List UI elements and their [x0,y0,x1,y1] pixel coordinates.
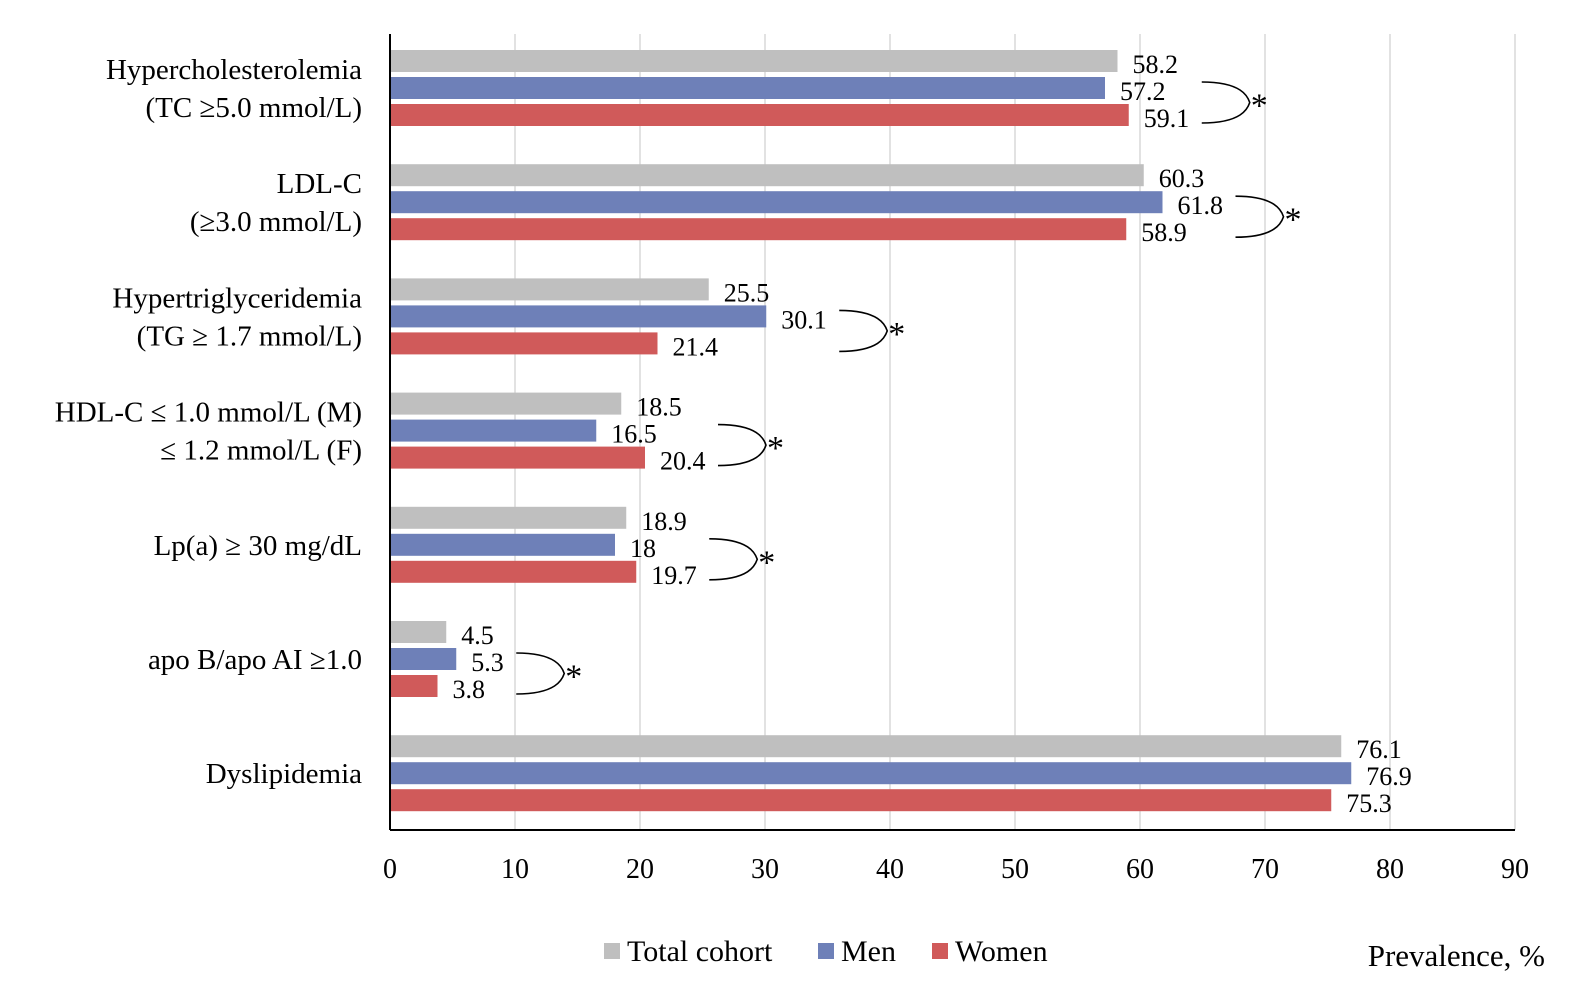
data-label: 57.2 [1120,77,1166,106]
data-label: 3.8 [453,675,486,704]
x-tick-label: 40 [876,854,904,885]
bar-men [390,305,767,328]
bar-women [390,218,1127,241]
x-tick-label: 60 [1126,854,1154,885]
category-labels: Hypercholesterolemia (TC ≥5.0 mmol/L) LDL-… [55,54,362,790]
category-label: Lp(a) ≥ 30 mg/dL [154,530,362,562]
bar-women [390,789,1332,812]
x-tick-label: 0 [383,854,397,885]
bars [390,50,1352,812]
bar-women [390,675,438,697]
category-label: (≥3.0 mmol/L) [190,206,362,238]
data-label: 76.9 [1366,762,1412,791]
category-label: (TC ≥5.0 mmol/L) [146,92,362,124]
data-labels: 58.257.259.1 60.361.858.9 25.5 30.1 21.4 18.5… [453,50,1412,818]
significance-markers: * * * * * * [516,81,1302,696]
data-label: 20.4 [660,447,706,476]
x-tick-label: 80 [1376,854,1404,885]
significance-brace [709,538,759,581]
significance-brace [839,309,889,353]
legend-label-men: Men [841,935,896,968]
data-label: 58.2 [1133,50,1179,79]
data-label: 30.1 [781,305,827,334]
bar-women [390,104,1129,126]
x-axis: 0 10 20 30 40 50 60 70 80 90 [383,34,1529,885]
legend-label-women: Women [955,935,1048,968]
category-label: apo B/apo AI ≥1.0 [148,644,362,676]
significance-asterisk: * [1251,88,1268,125]
bar-women [390,446,645,469]
data-label: 4.5 [461,621,494,650]
category-label: ≤ 1.2 mmol/L (F) [160,435,362,467]
legend-swatch-men [818,943,834,959]
significance-asterisk: * [1285,202,1302,239]
category-label: LDL-C [277,168,362,200]
legend-swatch-total-cohort [604,943,620,959]
bar-men [390,762,1352,785]
legend-swatch-women [932,943,948,959]
legend: Total cohort Men Women [604,935,1048,968]
bar-women [390,560,637,583]
bar-men [390,648,457,670]
data-label: 25.5 [724,278,770,307]
data-label: 16.5 [611,420,657,449]
bar-men [390,77,1105,99]
x-tick-label: 20 [626,854,654,885]
bar-total-cohort [390,278,709,301]
x-tick-label: 70 [1251,854,1279,885]
significance-brace [516,652,566,695]
significance-asterisk: * [767,430,784,467]
category-label: Hypertriglyceridemia [112,282,362,314]
bar-total-cohort [390,506,627,529]
x-tick-label: 10 [501,854,529,885]
x-tick-label: 90 [1501,854,1529,885]
data-label: 21.4 [673,332,719,361]
bar-men [390,419,597,442]
x-tick-label: 50 [1001,854,1029,885]
bar-men [390,191,1163,214]
legend-label-total-cohort: Total cohort [627,935,773,968]
data-label: 18.9 [641,507,687,536]
bar-men [390,533,615,556]
significance-asterisk: * [758,544,775,581]
data-label: 59.1 [1144,104,1190,133]
data-label: 5.3 [471,648,504,677]
x-tick-label: 30 [751,854,779,885]
significance-asterisk: * [888,316,905,353]
category-label: HDL-C ≤ 1.0 mmol/L (M) [55,397,362,429]
category-label: (TG ≥ 1.7 mmol/L) [137,320,362,352]
bar-women [390,332,658,355]
data-label: 18 [630,534,656,563]
bar-total-cohort [390,392,622,415]
bar-total-cohort [390,621,447,643]
bar-total-cohort [390,735,1342,758]
significance-brace [1201,81,1251,124]
data-label: 19.7 [651,561,697,590]
data-label: 60.3 [1159,164,1205,193]
data-label: 76.1 [1356,735,1402,764]
significance-brace [717,423,767,467]
bar-total-cohort [390,50,1118,72]
significance-asterisk: * [565,659,582,696]
gridlines [514,34,1516,830]
data-label: 75.3 [1346,789,1392,818]
data-label: 61.8 [1178,191,1224,220]
category-label: Hypercholesterolemia [106,54,362,86]
x-axis-title: Prevalence, % [1368,938,1545,973]
category-label: Dyslipidemia [206,758,362,790]
bar-total-cohort [390,164,1144,187]
data-label: 58.9 [1141,218,1187,247]
significance-brace [1235,195,1285,238]
data-label: 18.5 [636,393,682,422]
